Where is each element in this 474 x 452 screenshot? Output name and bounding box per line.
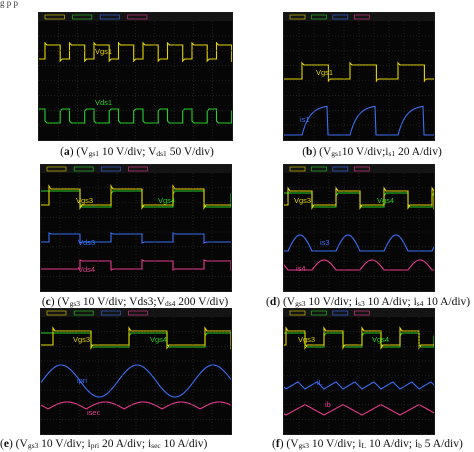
caption-a: (a) (Vgs1 10 V/div; Vds1 50 V/div)	[60, 146, 214, 158]
scope-screen-b: Vgs1 is1	[283, 12, 435, 141]
trace-label-isec: isec	[87, 408, 101, 417]
waveform-vds1	[39, 108, 232, 124]
channel-indicator	[332, 310, 349, 316]
trace-label-vgs4: Vgs4	[158, 196, 175, 205]
scope-svg-b: Vgs1 is1	[284, 13, 434, 140]
scope-grid-a	[39, 13, 232, 140]
trace-label-is3: is3	[320, 238, 330, 247]
channel-indicator	[100, 166, 121, 172]
channel-indicator	[311, 310, 327, 316]
scope-svg-e: Vgs3 Vgs4 ipri isec	[41, 309, 231, 434]
scope-screen-d: Vgs3 Vgs4 is3 is4	[283, 164, 435, 292]
channel-indicator	[73, 166, 94, 172]
channel-indicator	[44, 14, 65, 20]
waveform-vds4	[41, 259, 231, 271]
caption-c: (c) (Vgs3 10 V/div; Vds3;Vds4 200 V/div)	[41, 296, 229, 308]
channel-indicator	[46, 310, 67, 316]
channel-indicator	[128, 310, 148, 316]
scope-grid-d	[284, 165, 434, 291]
scope-status-bar	[284, 165, 434, 173]
channel-indicator	[99, 14, 120, 20]
channel-indicator	[127, 14, 148, 20]
scope-screen-c: Vgs3 Vgs4 Vds3 Vds4	[40, 164, 232, 292]
trace-label-vgs3-d: Vgs3	[294, 196, 311, 205]
trace-label-vgs4-d: Vgs4	[377, 196, 394, 205]
trace-label-il: iL	[317, 378, 323, 387]
trace-label-vds1: Vds1	[95, 98, 112, 107]
caption-b: (b) (Vgs110 V/div;is1 20 A/div)	[302, 146, 442, 158]
scope-grid-e	[41, 309, 231, 434]
channel-indicator	[128, 166, 148, 172]
trace-label-ipri: ipri	[77, 376, 87, 385]
waveform-vgs4	[41, 190, 231, 208]
scope-screen-a: Vgs1 Vds1	[38, 12, 233, 141]
trace-label-is1: is1	[300, 115, 310, 124]
trace-label-vgs1: Vgs1	[95, 47, 112, 56]
channel-indicator	[100, 310, 121, 316]
waveform-vgs1-b	[284, 61, 434, 83]
trace-label-vds3: Vds3	[78, 238, 95, 247]
scope-svg-d: Vgs3 Vgs4 is3 is4	[284, 165, 434, 291]
channel-indicator	[46, 166, 67, 172]
channel-indicator	[332, 166, 349, 172]
scope-svg-f: Vgs3 Vgs4 iL ib	[284, 309, 434, 434]
scope-svg-c: Vgs3 Vgs4 Vds3 Vds4	[41, 165, 231, 291]
caption-e: (e) (Vgs3 10 V/div; ipri 20 A/div; isec …	[0, 438, 208, 450]
scope-status-bar	[41, 165, 231, 173]
trace-label-ib: ib	[325, 400, 331, 409]
trace-label-vgs4-f: Vgs4	[372, 335, 389, 344]
scope-grid-c	[41, 165, 231, 291]
channel-indicator	[289, 14, 306, 20]
scope-status-bar	[41, 309, 231, 317]
scope-status-bar	[284, 13, 434, 21]
channel-indicator	[311, 14, 327, 20]
trace-label-is4: is4	[296, 264, 306, 273]
waveform-vgs3-e	[41, 326, 231, 350]
waveform-vgs1	[39, 41, 232, 63]
waveform-vgs3-f	[284, 326, 434, 350]
caption-f: (f) (Vgs3 10 V/div; iL 10 A/div; ib 5 A/…	[272, 438, 463, 450]
channel-indicator	[353, 166, 370, 172]
channel-indicator	[73, 310, 94, 316]
trace-label-vds4: Vds4	[78, 265, 95, 274]
channel-indicator	[353, 14, 370, 20]
channel-indicator	[332, 14, 349, 20]
trace-label-vgs3-e: Vgs3	[73, 335, 90, 344]
scope-screen-f: Vgs3 Vgs4 iL ib	[283, 308, 435, 435]
channel-indicator	[72, 14, 93, 20]
channel-indicator	[353, 310, 370, 316]
trace-label-vgs1-b: Vgs1	[316, 68, 333, 77]
trace-label-vgs4-e: Vgs4	[150, 335, 167, 344]
waveform-vgs3	[41, 184, 231, 210]
trace-label-vgs3-f: Vgs3	[298, 335, 315, 344]
scope-grid-f	[284, 309, 434, 434]
scope-status-bar	[39, 13, 232, 21]
cropped-header-text: g p p	[0, 0, 18, 8]
channel-indicator	[311, 166, 327, 172]
channel-indicator	[289, 310, 306, 316]
trace-label-vgs3: Vgs3	[76, 196, 93, 205]
channel-indicator	[289, 166, 306, 172]
scope-status-bar	[284, 309, 434, 317]
waveform-isec	[41, 401, 231, 410]
caption-d: (d) (Vgs3 10 V/div; is3 10 A/div; is4 10…	[266, 296, 471, 308]
scope-grid-b	[284, 13, 434, 140]
waveform-vds3	[41, 232, 231, 244]
scope-screen-e: Vgs3 Vgs4 ipri isec	[40, 308, 232, 435]
scope-svg-a: Vgs1 Vds1	[39, 13, 232, 140]
